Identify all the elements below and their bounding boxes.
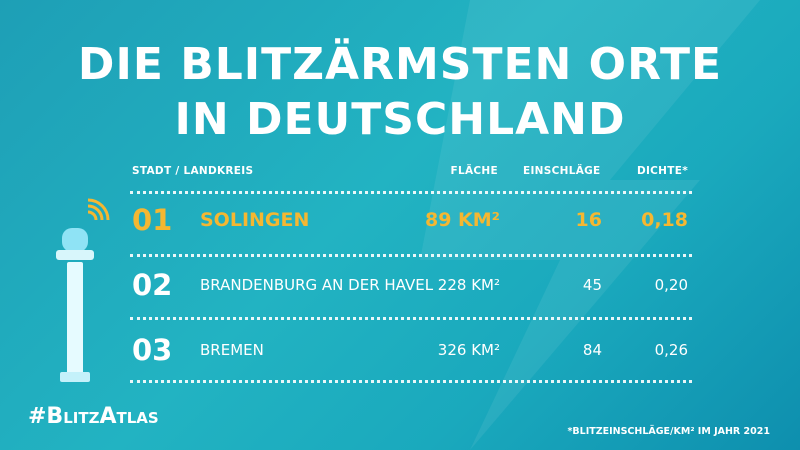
density: 0,20	[654, 276, 688, 294]
place-name: BREMEN	[200, 341, 264, 359]
column-header: DICHTE*	[636, 165, 688, 177]
title-line: DIE BLITZÄRMSTEN ORTE	[77, 39, 723, 90]
place-name: BRANDENBURG AN DER HAVEL	[200, 276, 434, 294]
title-line: IN DEUTSCHLAND	[174, 94, 626, 145]
row-divider	[130, 254, 692, 257]
footnote: *BLITZEINSCHLÄGE/KM² IM JAHR 2021	[567, 426, 770, 437]
row-divider	[130, 317, 692, 320]
rank: 02	[132, 268, 173, 302]
row-divider	[130, 191, 692, 194]
area: 89 KM²	[424, 209, 500, 231]
area: 326 KM²	[437, 341, 500, 359]
strikes: 84	[582, 341, 602, 359]
strikes: 45	[582, 276, 602, 294]
hashtag: #BlitzAtlas	[28, 404, 159, 429]
column-header: EINSCHLÄGE	[523, 165, 601, 177]
column-header: STADT / LANDKREIS	[132, 165, 254, 177]
rank: 03	[132, 333, 173, 367]
rank: 01	[132, 203, 173, 237]
column-header: FLÄCHE	[450, 165, 498, 177]
density: 0,26	[654, 341, 688, 359]
area: 228 KM²	[437, 276, 500, 294]
strikes: 16	[575, 209, 602, 231]
density: 0,18	[641, 209, 688, 231]
row-divider	[130, 380, 692, 383]
place-name: SOLINGEN	[200, 209, 310, 231]
lamp-icon	[56, 198, 110, 382]
